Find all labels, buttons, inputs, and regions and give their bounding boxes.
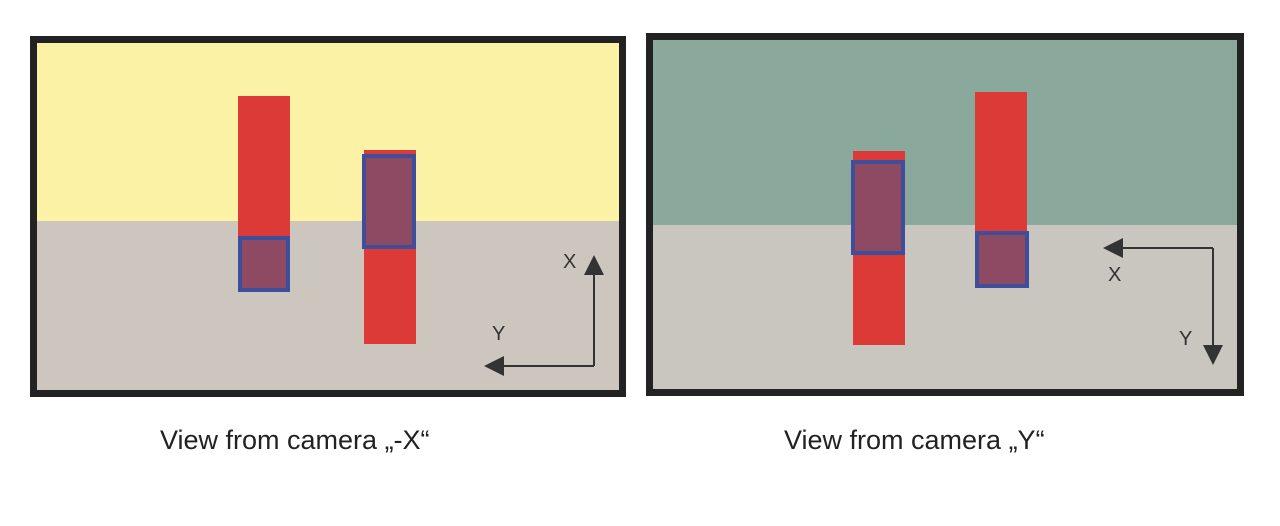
camera-view-minus-x: X Y bbox=[30, 36, 626, 397]
axis-label-y: Y bbox=[1179, 328, 1193, 350]
highlight-box-left bbox=[851, 160, 905, 255]
background-upper bbox=[653, 40, 1237, 225]
background-lower bbox=[653, 225, 1237, 389]
highlight-box-left bbox=[238, 236, 290, 292]
background-upper bbox=[37, 43, 619, 221]
highlight-box-right bbox=[362, 154, 416, 249]
axis-indicator bbox=[1103, 238, 1223, 365]
axis-label-x: X bbox=[1108, 264, 1122, 286]
axis-indicator bbox=[484, 255, 604, 376]
background-lower bbox=[37, 221, 619, 390]
camera-view-y: X Y bbox=[646, 33, 1244, 396]
axis-label-y: Y bbox=[492, 323, 506, 345]
highlight-box-right bbox=[975, 231, 1029, 288]
caption-camera-y: View from camera „Y“ bbox=[784, 425, 1045, 455]
axis-label-x: X bbox=[563, 251, 577, 273]
caption-camera-minus-x: View from camera „-X“ bbox=[160, 425, 430, 455]
